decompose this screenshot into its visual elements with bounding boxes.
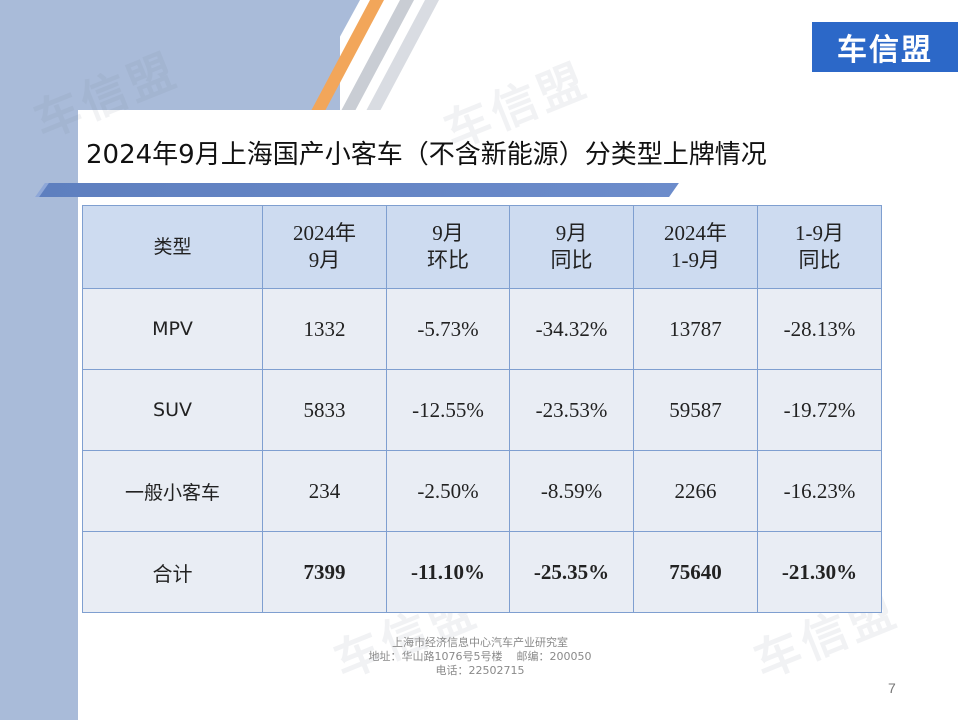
registration-table: 类型 2024年 9月 9月 环比 9月 同比 2024年 1-9月 1-9月 … xyxy=(82,205,882,613)
table-total-row: 合计 7399 -11.10% -25.35% 75640 -21.30% xyxy=(82,531,882,613)
table-row: 一般小客车 234 -2.50% -8.59% 2266 -16.23% xyxy=(82,450,882,532)
footer-org: 上海市经济信息中心汽车产业研究室 xyxy=(392,636,568,649)
row-label: 合计 xyxy=(82,531,263,613)
footer-address: 地址：华山路1076号5号楼 邮编：200050 xyxy=(368,650,592,663)
slide-title: 2024年9月上海国产小客车（不含新能源）分类型上牌情况 xyxy=(86,140,767,170)
cell-month-volume: 234 xyxy=(262,450,387,532)
cell-ytd-yoy: -21.30% xyxy=(757,531,882,613)
title-underline-bar xyxy=(39,183,679,197)
cell-month-yoy: -25.35% xyxy=(509,531,634,613)
table-header-row: 类型 2024年 9月 9月 环比 9月 同比 2024年 1-9月 1-9月 … xyxy=(82,205,882,289)
cell-ytd-yoy: -28.13% xyxy=(757,288,882,370)
row-label: SUV xyxy=(82,369,263,451)
cell-month-yoy: -23.53% xyxy=(509,369,634,451)
cell-month-yoy: -8.59% xyxy=(509,450,634,532)
cell-ytd-volume: 75640 xyxy=(633,531,758,613)
header-type: 类型 xyxy=(82,205,263,289)
cell-month-volume: 5833 xyxy=(262,369,387,451)
header-month-yoy: 9月 同比 xyxy=(509,205,634,289)
top-decor-band xyxy=(0,0,340,110)
brand-logo-text: 车信盟 xyxy=(837,33,933,68)
cell-month-yoy: -34.32% xyxy=(509,288,634,370)
header-month-volume: 2024年 9月 xyxy=(262,205,387,289)
brand-logo: 车信盟 xyxy=(812,22,958,72)
header-month-mom: 9月 环比 xyxy=(386,205,510,289)
cell-month-mom: -12.55% xyxy=(386,369,510,451)
cell-month-volume: 1332 xyxy=(262,288,387,370)
cell-month-mom: -5.73% xyxy=(386,288,510,370)
footer-phone: 电话：22502715 xyxy=(435,664,525,677)
header-ytd-volume: 2024年 1-9月 xyxy=(633,205,758,289)
cell-ytd-volume: 2266 xyxy=(633,450,758,532)
footer-contact: 上海市经济信息中心汽车产业研究室 地址：华山路1076号5号楼 邮编：20005… xyxy=(300,636,660,678)
cell-ytd-volume: 13787 xyxy=(633,288,758,370)
cell-ytd-volume: 59587 xyxy=(633,369,758,451)
table-row: MPV 1332 -5.73% -34.32% 13787 -28.13% xyxy=(82,288,882,370)
cell-ytd-yoy: -19.72% xyxy=(757,369,882,451)
table-row: SUV 5833 -12.55% -23.53% 59587 -19.72% xyxy=(82,369,882,451)
header-ytd-yoy: 1-9月 同比 xyxy=(757,205,882,289)
cell-month-mom: -11.10% xyxy=(386,531,510,613)
left-decor-band xyxy=(0,0,78,720)
row-label: 一般小客车 xyxy=(82,450,263,532)
row-label: MPV xyxy=(82,288,263,370)
page-number: 7 xyxy=(888,680,896,696)
cell-month-mom: -2.50% xyxy=(386,450,510,532)
cell-month-volume: 7399 xyxy=(262,531,387,613)
cell-ytd-yoy: -16.23% xyxy=(757,450,882,532)
